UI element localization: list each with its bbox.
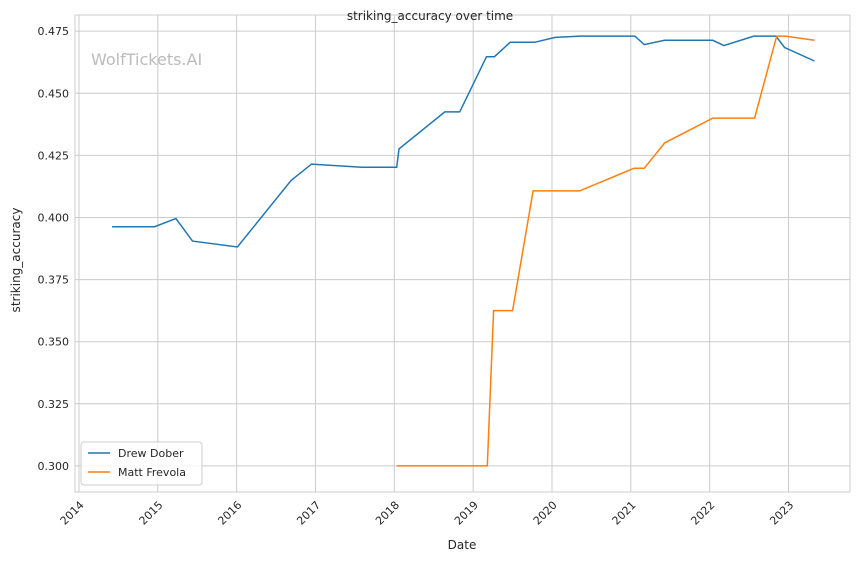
grid [75,15,850,492]
series-line-matt-frevola [396,35,815,467]
x-axis-label: Date [448,538,477,552]
x-tick-label: 2014 [58,499,87,528]
legend: Drew Dober Matt Frevola [80,441,203,486]
y-tick-label: 0.350 [38,336,70,349]
y-axis-label: striking_accuracy [9,208,23,313]
y-tick-label: 0.300 [38,460,70,473]
y-tick-label: 0.450 [38,87,70,100]
legend-label-matt-frevola: Matt Frevola [118,466,186,479]
legend-label-drew-dober: Drew Dober [118,447,184,460]
chart-title: striking_accuracy over time [347,9,513,23]
y-tick-label: 0.375 [38,274,70,287]
series-lines [112,35,815,467]
x-tick-label: 2020 [531,499,560,528]
y-tick-label: 0.475 [38,25,70,38]
y-tick-label: 0.400 [38,211,70,224]
y-tick-label: 0.425 [38,149,70,162]
y-tick-label: 0.325 [38,398,70,411]
x-tick-label: 2019 [452,499,481,528]
x-tick-label: 2015 [137,499,166,528]
x-tick-label: 2016 [215,499,244,528]
x-tick-label: 2018 [373,499,402,528]
plot-frame [74,14,851,493]
x-tick-label: 2017 [294,499,323,528]
watermark: WolfTickets.AI [91,50,202,69]
x-tick-label: 2023 [767,499,796,528]
series-line-drew-dober [112,35,815,248]
x-tick-label: 2022 [688,499,717,528]
legend-box [80,441,203,486]
x-tick-label: 2021 [610,499,639,528]
